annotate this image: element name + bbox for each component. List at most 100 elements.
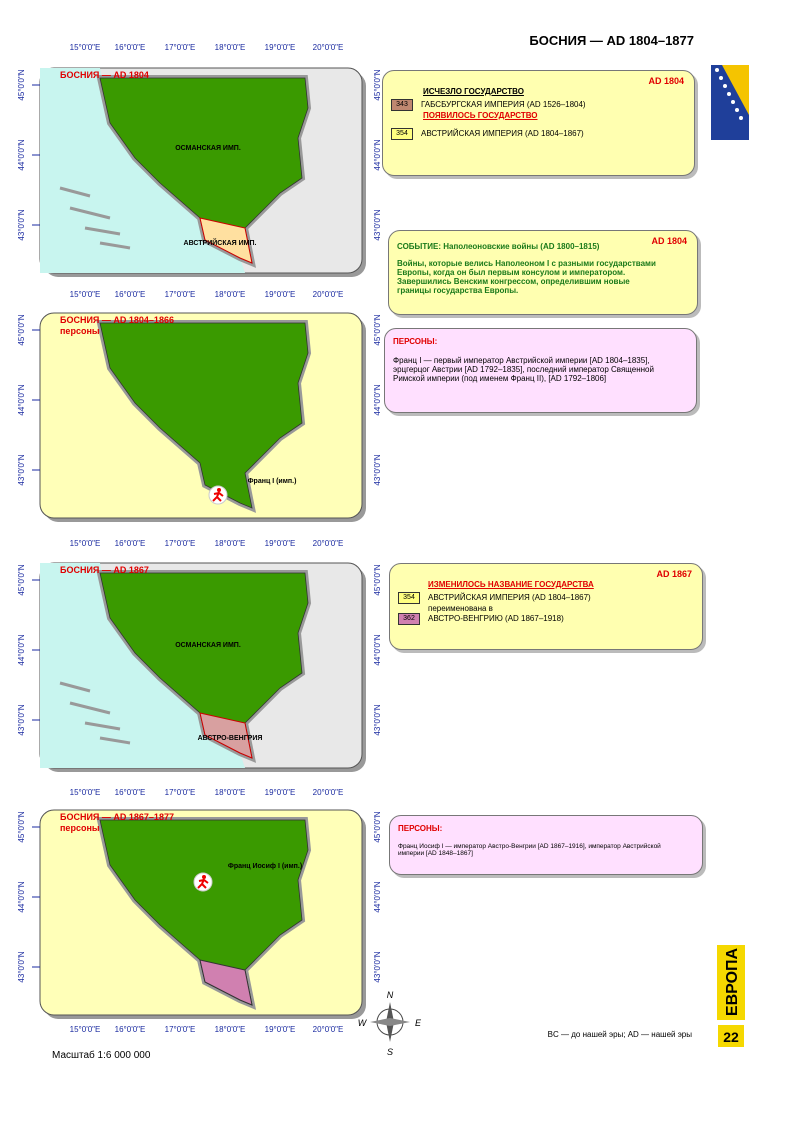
lat-label: 43°0'0"N <box>373 454 382 485</box>
rename-note: переименована в <box>428 604 493 613</box>
compass-n: N <box>387 990 394 1000</box>
lon-label: 17°0'0"E <box>165 1025 196 1034</box>
panel-persons: ПЕРСОНЫ: Франц Иосиф I — император Австр… <box>389 815 703 875</box>
map-title: БОСНИЯ — AD 1804 <box>60 70 149 80</box>
lon-label: 20°0'0"E <box>313 1025 344 1034</box>
lon-label: 16°0'0"E <box>115 1025 146 1034</box>
compass-needle <box>370 1018 410 1026</box>
lon-label: 19°0'0"E <box>265 290 296 299</box>
lat-label: 43°0'0"N <box>17 454 26 485</box>
state-code: 343 <box>391 99 413 111</box>
map-title: БОСНИЯ — AD 1804–1866 <box>60 315 174 325</box>
territory <box>99 322 309 509</box>
map-subtitle: персоны <box>60 326 100 336</box>
heading: ПОЯВИЛОСЬ ГОСУДАРСТВО <box>423 111 538 120</box>
persons-text: Франц I — первый император Австрийской и… <box>393 356 654 383</box>
lon-label: 15°0'0"E <box>70 1025 101 1034</box>
map-label: ОСМАНСКАЯ ИМП. <box>175 145 241 152</box>
panel-date: AD 1804 <box>648 76 684 86</box>
heading: ИЗМЕНИЛОСЬ НАЗВАНИЕ ГОСУДАРСТВА <box>428 580 594 589</box>
lat-label: 44°0'0"N <box>373 881 382 912</box>
page-title: БОСНИЯ — AD 1804–1877 <box>529 33 694 48</box>
map-label: ОСМАНСКАЯ ИМП. <box>175 642 241 649</box>
lon-label: 17°0'0"E <box>165 539 196 548</box>
sea <box>40 68 245 273</box>
icon-body <box>197 878 209 889</box>
map-title: БОСНИЯ — AD 1867–1877 <box>60 812 174 822</box>
lon-label: 18°0'0"E <box>215 290 246 299</box>
state-name: АВСТРИЙСКАЯ ИМПЕРИЯ (AD 1804–1867) <box>421 129 584 139</box>
lon-label: 19°0'0"E <box>265 1025 296 1034</box>
islands <box>59 186 131 250</box>
flag-stars <box>715 68 743 120</box>
flag <box>711 65 749 140</box>
lon-label: 16°0'0"E <box>115 788 146 797</box>
icon-head <box>217 488 221 492</box>
heading: СОБЫТИЕ: Наполеоновские войны (AD 1800–1… <box>397 242 600 251</box>
state-code: 354 <box>391 128 413 140</box>
region-tab <box>717 945 745 1020</box>
lat-label: 44°0'0"N <box>373 139 382 170</box>
lat-label: 44°0'0"N <box>17 139 26 170</box>
lat-label: 43°0'0"N <box>17 209 26 240</box>
lon-label: 16°0'0"E <box>115 43 146 52</box>
maps: БОСНИЯ — AD 1804 ОСМАНСКАЯ ИМП. АВСТРИЙСКА… <box>17 43 382 1034</box>
lon-label: 19°0'0"E <box>265 788 296 797</box>
state-row: 343 ГАБСБУРГСКАЯ ИМПЕРИЯ (AD 1526–1804) <box>391 99 686 111</box>
map-label: АВСТРИЙСКАЯ ИМП. <box>184 238 257 247</box>
lon-label: 20°0'0"E <box>313 43 344 52</box>
lat-label: 45°0'0"N <box>17 69 26 100</box>
lat-label: 45°0'0"N <box>373 811 382 842</box>
panel-date: AD 1804 <box>651 236 687 246</box>
state-name: АВСТРИЙСКАЯ ИМПЕРИЯ (AD 1804–1867) <box>428 593 591 603</box>
state-name: ГАБСБУРГСКАЯ ИМПЕРИЯ (AD 1526–1804) <box>421 100 586 110</box>
lon-label: 18°0'0"E <box>215 43 246 52</box>
icon-head <box>202 875 206 879</box>
state-row: 354 АВСТРИЙСКАЯ ИМПЕРИЯ (AD 1804–1867) <box>398 592 694 604</box>
lon-label: 19°0'0"E <box>265 43 296 52</box>
sea <box>40 563 245 768</box>
compass-e: E <box>415 1018 422 1028</box>
region-name: ЕВРОПА <box>724 947 741 1016</box>
lon-label: 20°0'0"E <box>313 788 344 797</box>
lon-label: 17°0'0"E <box>165 290 196 299</box>
lon-label: 19°0'0"E <box>265 539 296 548</box>
lon-label: 17°0'0"E <box>165 788 196 797</box>
map-label: Франц Иосиф I (имп.) <box>228 863 302 870</box>
page-number: 22 <box>723 1029 739 1045</box>
map: БОСНИЯ — AD 1804 ОСМАНСКАЯ ИМП. АВСТРИЙСКА… <box>17 67 382 277</box>
lon-label: 15°0'0"E <box>70 43 101 52</box>
lat-label: 45°0'0"N <box>17 314 26 345</box>
lon-label: 16°0'0"E <box>115 290 146 299</box>
lat-label: 43°0'0"N <box>373 209 382 240</box>
lat-label: 43°0'0"N <box>17 704 26 735</box>
compass-s: S <box>387 1047 393 1057</box>
lon-label: 17°0'0"E <box>165 43 196 52</box>
lat-label: 45°0'0"N <box>17 811 26 842</box>
map-title: БОСНИЯ — AD 1867 <box>60 565 149 575</box>
heading: ИСЧЕЗЛО ГОСУДАРСТВО <box>423 87 524 96</box>
heading: ПЕРСОНЫ: <box>398 824 443 833</box>
lat-label: 44°0'0"N <box>373 634 382 665</box>
era-legend: BC — до нашей эры; AD — нашей эры <box>548 1030 693 1039</box>
lon-label: 16°0'0"E <box>115 539 146 548</box>
lon-label: 20°0'0"E <box>313 290 344 299</box>
panel-date: AD 1867 <box>656 569 692 579</box>
person-icon <box>193 872 213 892</box>
lat-label: 43°0'0"N <box>373 951 382 982</box>
lon-label: 20°0'0"E <box>313 539 344 548</box>
lat-label: 44°0'0"N <box>373 384 382 415</box>
lon-label: 15°0'0"E <box>70 290 101 299</box>
lat-label: 44°0'0"N <box>17 881 26 912</box>
lat-label: 44°0'0"N <box>17 634 26 665</box>
panel-event: AD 1804 СОБЫТИЕ: Наполеоновские войны (A… <box>388 230 698 315</box>
lat-label: 44°0'0"N <box>17 384 26 415</box>
south-region <box>199 959 253 1006</box>
state-row: 354 АВСТРИЙСКАЯ ИМПЕРИЯ (AD 1804–1867) <box>391 128 686 140</box>
event-text: Войны, которые велись Наполеоном I с раз… <box>397 259 656 295</box>
panel-state-change: AD 1804 ИСЧЕЗЛО ГОСУДАРСТВО 343 ГАБСБУРГС… <box>382 70 695 176</box>
lat-label: 45°0'0"N <box>373 564 382 595</box>
